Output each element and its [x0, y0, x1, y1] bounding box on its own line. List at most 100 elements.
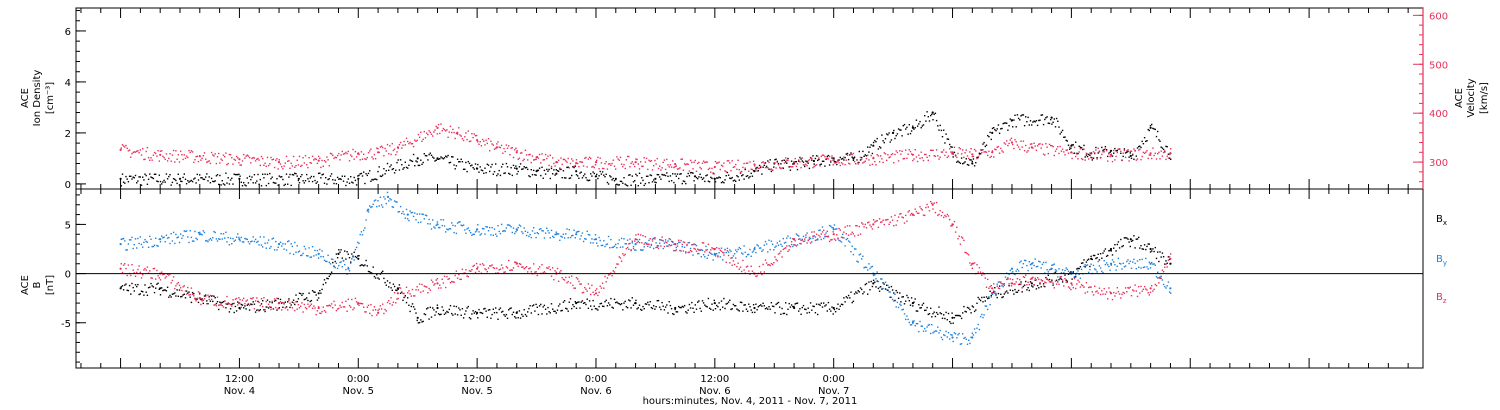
data-point [183, 285, 185, 287]
data-point [704, 304, 706, 306]
series-value-mark [753, 306, 756, 310]
data-point [233, 302, 235, 305]
data-point [456, 222, 459, 224]
data-point [410, 305, 412, 308]
data-point [429, 223, 431, 225]
data-point [559, 271, 561, 273]
data-point [1088, 158, 1090, 160]
data-point [930, 149, 932, 151]
data-point [844, 245, 846, 247]
data-point [668, 238, 670, 240]
data-point [445, 286, 447, 289]
data-point [165, 173, 168, 175]
data-point [1088, 271, 1090, 274]
data-point [248, 175, 251, 178]
data-point [296, 308, 298, 310]
data-point [897, 306, 900, 309]
data-point [742, 259, 744, 262]
data-point [780, 163, 782, 165]
data-point [266, 156, 269, 159]
data-point [487, 164, 490, 166]
data-point [619, 246, 622, 248]
data-point [1157, 130, 1159, 133]
data-point [377, 200, 379, 202]
data-point [906, 157, 908, 159]
data-point [946, 213, 948, 216]
data-point [1000, 281, 1002, 283]
data-point [669, 238, 672, 241]
data-point [145, 150, 147, 153]
data-point [1044, 154, 1046, 156]
data-point [1101, 290, 1103, 292]
x-tick-day: Nov. 5 [461, 386, 492, 397]
data-point [664, 239, 667, 241]
data-point [875, 220, 877, 222]
data-point [982, 316, 984, 319]
data-point [881, 134, 883, 136]
data-point [556, 309, 559, 311]
data-point [743, 162, 745, 165]
data-point [732, 166, 735, 168]
data-point [468, 162, 471, 165]
data-point [1155, 276, 1158, 278]
data-point [561, 309, 563, 312]
data-point [755, 251, 757, 254]
data-point [847, 234, 850, 236]
data-point [736, 168, 738, 170]
data-point [596, 242, 598, 244]
data-point [920, 151, 922, 153]
data-point [1022, 140, 1025, 142]
data-point [1164, 263, 1166, 265]
data-point [426, 286, 428, 288]
data-point [313, 305, 315, 307]
data-point [737, 159, 739, 161]
data-point [390, 287, 392, 289]
data-point [361, 234, 364, 236]
data-point [207, 160, 209, 163]
data-point [682, 241, 685, 243]
data-point [722, 165, 724, 167]
data-point [670, 308, 673, 310]
data-point [966, 253, 969, 255]
data-point [647, 245, 649, 248]
data-point [197, 179, 200, 181]
data-point [253, 303, 256, 305]
data-point [491, 143, 493, 145]
data-point [597, 294, 599, 297]
data-point [610, 164, 612, 166]
data-point [417, 133, 420, 136]
data-point [287, 183, 289, 185]
data-point [144, 267, 146, 270]
data-point [281, 166, 283, 168]
data-point [271, 159, 273, 161]
data-point [748, 253, 750, 256]
data-point [267, 164, 270, 167]
data-point [478, 308, 480, 311]
data-point [197, 301, 200, 304]
data-point [1038, 143, 1040, 145]
data-point [351, 258, 353, 260]
data-point [748, 170, 750, 172]
data-point [852, 152, 855, 155]
data-point [295, 173, 297, 175]
data-point [812, 155, 814, 157]
data-point [325, 177, 327, 179]
data-point [1096, 290, 1098, 292]
data-point [1051, 123, 1053, 125]
data-point [1104, 146, 1107, 148]
data-point [225, 231, 227, 233]
data-point [691, 171, 693, 174]
data-point [973, 328, 976, 330]
data-point [149, 270, 151, 272]
data-point [466, 307, 468, 309]
data-point [495, 163, 497, 165]
data-point [191, 151, 194, 153]
data-point [222, 154, 225, 156]
data-point [750, 255, 752, 257]
data-point [949, 338, 951, 340]
data-point [1115, 292, 1117, 294]
data-point [360, 231, 363, 233]
data-point [1028, 124, 1030, 126]
data-point [593, 238, 595, 241]
data-point [538, 305, 541, 307]
